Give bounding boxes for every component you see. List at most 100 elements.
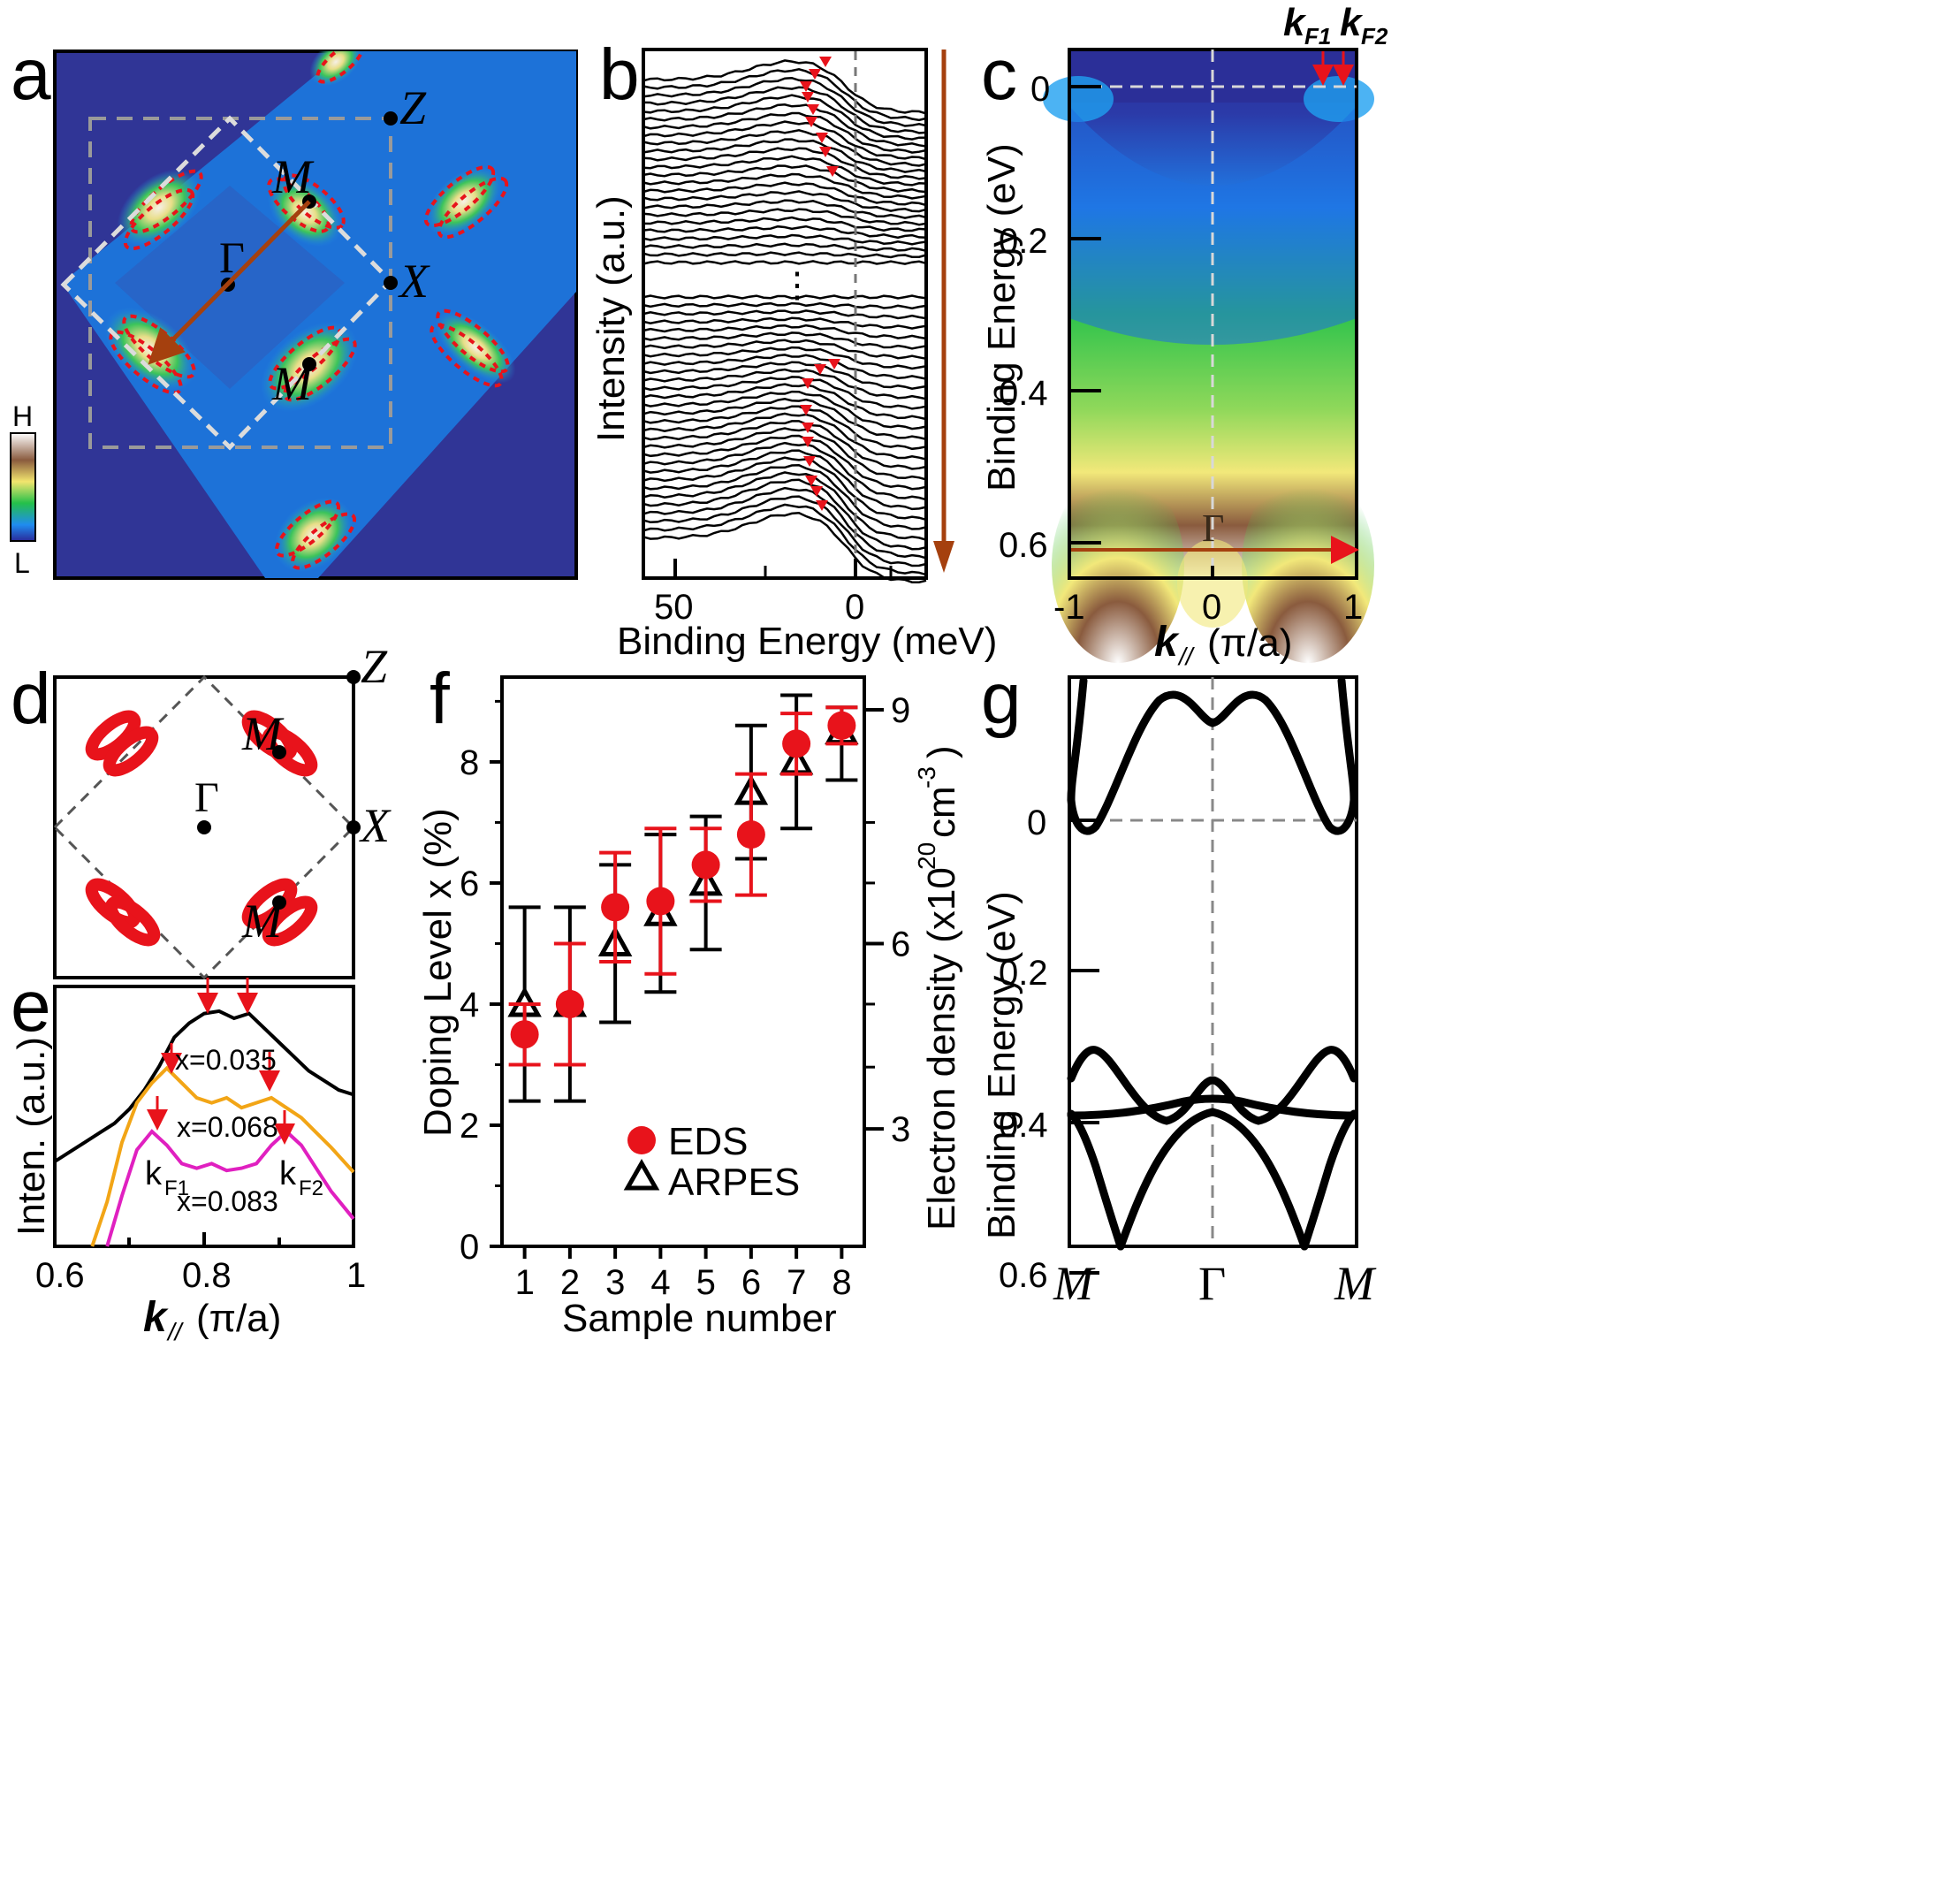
edc-curve <box>642 434 927 491</box>
f-xtick: 7 <box>787 1263 806 1302</box>
edc-peak-marker <box>802 378 814 389</box>
edc-curve <box>642 420 927 470</box>
svg-text:-3: -3 <box>913 766 940 788</box>
f-ytick: 0 <box>460 1228 479 1267</box>
c-kf2-sub: F2 <box>1361 23 1388 50</box>
d-label-Gamma: Γ <box>194 774 219 821</box>
edc-curve <box>642 94 926 141</box>
f-ylabel: Doping Level x (%) <box>416 808 460 1137</box>
e-kf1-sub: F1 <box>164 1177 189 1200</box>
edc-curve <box>642 208 927 226</box>
point-EDS <box>510 1020 539 1049</box>
edc-peak-marker <box>828 359 840 369</box>
g-xtick-M-right: M <box>1334 1257 1377 1310</box>
edc-curve <box>642 324 927 340</box>
f-ytick: 4 <box>460 986 479 1024</box>
panel-b: b ⋮ 50 0 Binding Energy (meV) Intensity … <box>589 34 997 663</box>
point-EDS <box>736 820 765 849</box>
legend-eds-marker <box>627 1126 656 1154</box>
mdc-curve-2 <box>105 1129 355 1247</box>
edc-curve <box>642 427 927 481</box>
edc-peak-marker <box>816 133 828 143</box>
edc-curve <box>642 354 927 380</box>
panel-a-letter: a <box>11 34 51 115</box>
svg-text:20: 20 <box>913 842 940 870</box>
e-xtick-08: 0.8 <box>182 1256 232 1295</box>
edc-peak-marker <box>800 405 812 415</box>
label-Gamma: Γ <box>219 232 245 282</box>
edc-curve <box>642 199 927 219</box>
g-ytick-06: 0.6 <box>999 1256 1048 1295</box>
svg-text:): ) <box>920 745 963 758</box>
g-ytick-04: 0.4 <box>999 1106 1048 1145</box>
edc-curve <box>642 398 927 441</box>
f-xtick: 5 <box>696 1263 716 1302</box>
edc-curve <box>642 316 927 330</box>
label-M-bottom: M <box>271 357 315 410</box>
c-ylabel: Binding Energy (eV) <box>980 143 1023 491</box>
b-xtick-0: 0 <box>845 588 864 627</box>
edc-curves <box>642 59 927 583</box>
edc-peak-marker <box>802 437 814 447</box>
edc-curve <box>642 103 927 148</box>
panel-g: g 0 0.2 0.4 0.6 Binding Energy (eV) M Γ … <box>980 659 1377 1310</box>
e-xlabel-unit: (π/a) <box>196 1297 281 1340</box>
legend-eds-label: EDS <box>668 1120 748 1163</box>
point-EDS <box>601 893 630 922</box>
edc-peak-marker <box>816 500 828 511</box>
f-points <box>507 693 859 1103</box>
f-xtick: 2 <box>560 1263 580 1302</box>
edc-curve <box>642 260 927 265</box>
e-ylabel: Inten. (a.u.) <box>10 1037 53 1236</box>
point-EDS <box>691 850 720 880</box>
edc-curve <box>642 233 927 246</box>
edc-curve <box>642 59 927 115</box>
edc-peak-marker <box>814 364 826 375</box>
point-EDS <box>555 989 584 1018</box>
c-ytick-04: 0.4 <box>999 374 1048 413</box>
point-EDS <box>782 729 811 758</box>
edc-peak-marker <box>826 166 839 177</box>
f-xlabel: Sample number <box>562 1297 837 1340</box>
d-point-M-bottom <box>272 895 286 910</box>
edc-curve <box>642 376 927 410</box>
c-ytick-02: 0.2 <box>999 222 1048 261</box>
f-xtick: 4 <box>650 1263 670 1302</box>
legend-arpes-marker <box>623 1158 660 1191</box>
colorbar-high: H <box>12 400 33 432</box>
c-kf1-sub: F1 <box>1304 23 1331 50</box>
g-ytick-0: 0 <box>1027 803 1046 842</box>
edc-curve <box>642 294 927 300</box>
panel-d-letter: d <box>11 659 51 739</box>
edc-curve <box>642 242 927 253</box>
edc-peak-marker <box>810 486 823 497</box>
svg-text:cm: cm <box>920 786 963 838</box>
g-xtick-M-left: M <box>1053 1257 1096 1310</box>
edc-peak-marker <box>819 147 832 157</box>
scan-arrow <box>933 541 954 573</box>
d-label-Z: Z <box>361 640 388 693</box>
edc-curve <box>642 503 927 576</box>
f-ylabel-right: Electron density (x10 20 cm -3 ) <box>913 745 963 1230</box>
edc-curve <box>642 456 927 522</box>
edc-curve <box>642 495 927 567</box>
edc-peak-marker <box>805 476 817 486</box>
c-xtick-m1: -1 <box>1053 588 1085 627</box>
label-X: X <box>398 255 430 308</box>
e-xlabel-k: k <box>143 1294 169 1341</box>
point-M-bottom <box>302 357 316 371</box>
e-xtick-1: 1 <box>346 1256 366 1295</box>
edc-peak-marker <box>807 104 819 115</box>
mdc-curve-1 <box>90 1065 355 1247</box>
point-X <box>384 276 398 290</box>
c-xlabel-sub: // <box>1177 643 1196 670</box>
edc-peak-marker <box>819 57 832 67</box>
e-kf1: k <box>145 1155 163 1192</box>
edc-curve <box>642 138 927 173</box>
edc-curve <box>642 383 927 421</box>
edc-curve <box>642 164 927 194</box>
point-EDS <box>646 887 675 916</box>
